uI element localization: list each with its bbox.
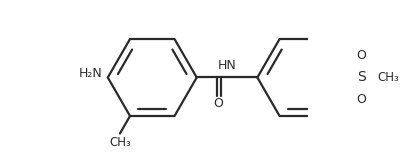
- Text: H₂N: H₂N: [79, 67, 103, 80]
- Text: O: O: [213, 97, 223, 110]
- Text: HN: HN: [217, 59, 237, 72]
- Text: CH₃: CH₃: [109, 136, 131, 149]
- Text: O: O: [356, 93, 367, 106]
- Text: CH₃: CH₃: [377, 71, 399, 84]
- Text: O: O: [356, 49, 367, 62]
- Text: S: S: [357, 71, 366, 84]
